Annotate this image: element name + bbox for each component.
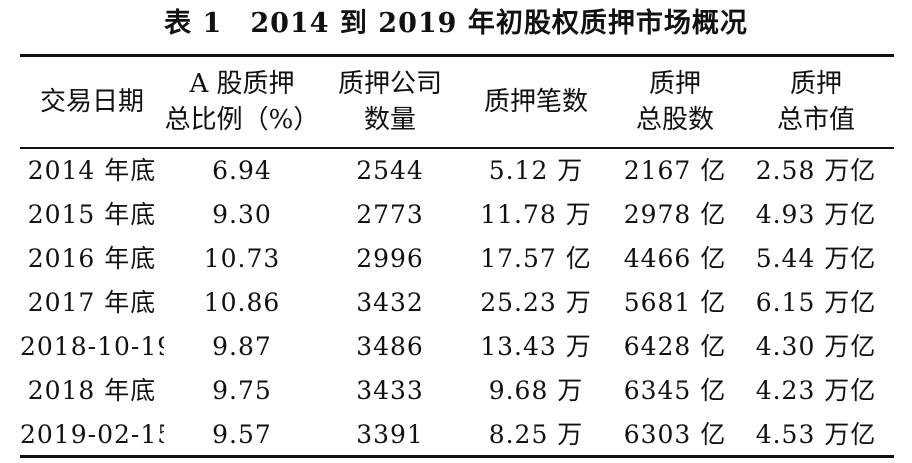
table-row: 2019-02-15 9.57 3391 8.25 万 6303 亿 4.53 …: [20, 413, 894, 457]
cell-trade-date: 2017 年底: [27, 288, 157, 317]
header-row: 交易日期 A 股质押 总比例（%） 质押公司 数量 质押笔数 质押 总股数 质押…: [20, 57, 894, 147]
column-header-company-count: 质押公司 数量: [320, 57, 460, 147]
cell-total-shares: 6428 亿: [623, 332, 727, 361]
table-row: 2014 年底 6.94 2544 5.12 万 2167 亿 2.58 万亿: [20, 147, 894, 193]
cell-pledge-ratio: 9.30: [212, 200, 272, 229]
column-header-line: 数量: [363, 105, 416, 135]
cell-pledge-ratio: 9.87: [212, 332, 272, 361]
cell-pledge-ratio: 10.86: [203, 288, 281, 317]
cell-pledge-count: 5.12 万: [488, 156, 584, 185]
cell-pledge-count: 9.68 万: [488, 376, 584, 405]
cell-pledge-ratio: 10.73: [203, 244, 281, 273]
pledge-market-table: 交易日期 A 股质押 总比例（%） 质押公司 数量 质押笔数 质押 总股数 质押…: [20, 57, 894, 457]
table-caption: 表 1 2014 到 2019 年初股权质押市场概况: [164, 8, 748, 39]
cell-total-shares: 6303 亿: [623, 420, 727, 449]
cell-pledge-count: 25.23 万: [480, 288, 592, 317]
table-row: 2018-10-19 9.87 3486 13.43 万 6428 亿 4.30…: [20, 325, 894, 369]
cell-company-count: 3486: [356, 332, 424, 361]
cell-total-shares: 2167 亿: [623, 156, 727, 185]
column-header-line: 总比例（%）: [164, 105, 320, 135]
column-header-line: A 股质押: [189, 69, 295, 99]
table-row: 2017 年底 10.86 3432 25.23 万 5681 亿 6.15 万…: [20, 281, 894, 325]
cell-total-market-value: 4.53 万亿: [755, 420, 877, 449]
cell-trade-date: 2018-10-19: [20, 332, 164, 361]
cell-trade-date: 2014 年底: [27, 156, 157, 185]
cell-company-count: 2996: [356, 244, 424, 273]
cell-trade-date: 2015 年底: [27, 200, 157, 229]
column-header-line: 质押笔数: [483, 87, 588, 117]
cell-pledge-count: 8.25 万: [488, 420, 584, 449]
column-header-line: 总市值: [776, 105, 855, 135]
cell-pledge-ratio: 9.57: [212, 420, 272, 449]
column-header-pledge-count: 质押笔数: [460, 57, 612, 147]
cell-total-market-value: 4.30 万亿: [755, 332, 877, 361]
cell-trade-date: 2016 年底: [27, 244, 157, 273]
top-rule: [20, 54, 894, 57]
cell-total-market-value: 4.23 万亿: [755, 376, 877, 405]
cell-pledge-ratio: 9.75: [212, 376, 272, 405]
cell-pledge-count: 13.43 万: [480, 332, 592, 361]
column-header-line: 质押公司: [337, 69, 442, 99]
column-header-line: 质押: [789, 69, 842, 99]
cell-trade-date: 2018 年底: [27, 376, 157, 405]
cell-total-shares: 2978 亿: [623, 200, 727, 229]
cell-pledge-count: 17.57 亿: [480, 244, 592, 273]
bottom-rule: [20, 455, 894, 458]
column-header-total-market-value: 质押 总市值: [738, 57, 894, 147]
column-header-pledge-ratio: A 股质押 总比例（%）: [164, 57, 320, 147]
cell-pledge-count: 11.78 万: [480, 200, 592, 229]
cell-total-shares: 4466 亿: [623, 244, 727, 273]
column-header-trade-date: 交易日期: [20, 57, 164, 147]
cell-company-count: 2544: [356, 156, 424, 185]
cell-total-shares: 6345 亿: [623, 376, 727, 405]
cell-total-market-value: 4.93 万亿: [755, 200, 877, 229]
cell-company-count: 3391: [356, 420, 424, 449]
cell-company-count: 3433: [356, 376, 424, 405]
cell-total-market-value: 6.15 万亿: [755, 288, 877, 317]
column-header-line: 总股数: [635, 105, 714, 135]
cell-pledge-ratio: 6.94: [212, 156, 272, 185]
cell-total-market-value: 2.58 万亿: [755, 156, 877, 185]
cell-total-shares: 5681 亿: [623, 288, 727, 317]
cell-trade-date: 2019-02-15: [20, 420, 164, 449]
cell-total-market-value: 5.44 万亿: [755, 244, 877, 273]
table-row: 2015 年底 9.30 2773 11.78 万 2978 亿 4.93 万亿: [20, 193, 894, 237]
column-header-total-shares: 质押 总股数: [612, 57, 738, 147]
column-header-line: 质押: [648, 69, 701, 99]
table-row: 2018 年底 9.75 3433 9.68 万 6345 亿 4.23 万亿: [20, 369, 894, 413]
column-header-line: 交易日期: [39, 87, 144, 117]
cell-company-count: 2773: [356, 200, 424, 229]
table-row: 2016 年底 10.73 2996 17.57 亿 4466 亿 5.44 万…: [20, 237, 894, 281]
cell-company-count: 3432: [356, 288, 424, 317]
header-rule: [20, 147, 894, 149]
